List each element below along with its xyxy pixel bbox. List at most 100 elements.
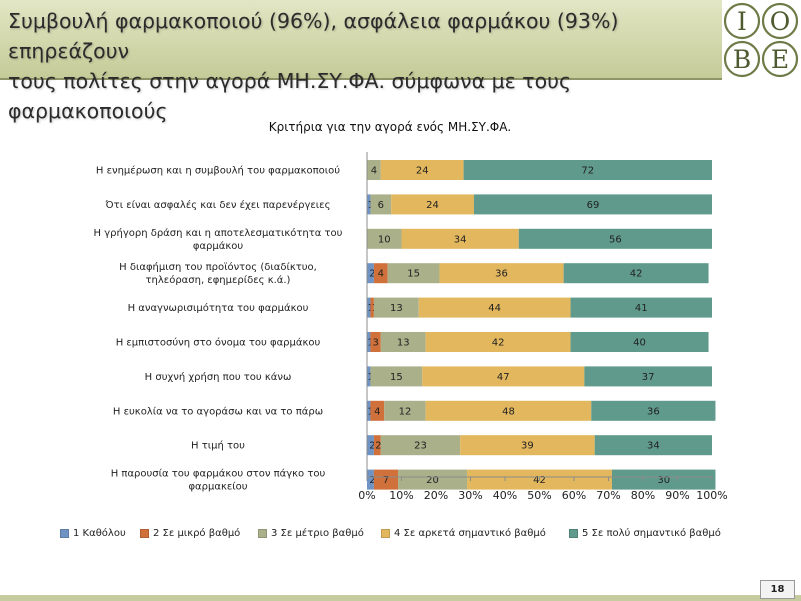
x-tick-label: 10% [389, 489, 413, 502]
data-label: 15 [390, 372, 403, 383]
legend-item: 4 Σε αρκετά σημαντικό βαθμό [381, 528, 546, 539]
bar-segment [370, 332, 381, 352]
bar-segment [373, 263, 388, 284]
category-label: Η διαφήμιση του προϊόντος (διαδίκτυο, τηλ… [119, 261, 317, 286]
chart-title: Κριτήρια για την αγορά ενός ΜΗ.ΣΥ.ΦΑ. [269, 120, 511, 134]
data-label: 72 [581, 166, 594, 177]
data-label: 42 [630, 269, 643, 280]
data-label: 2 [375, 441, 381, 452]
data-label: 34 [454, 234, 467, 245]
bar-segment [380, 332, 426, 352]
bar-segment [594, 435, 712, 456]
bar-segment [518, 228, 712, 249]
data-label: 24 [426, 200, 439, 211]
bar-segment [367, 332, 371, 352]
logo-ring [761, 40, 799, 78]
x-tick-label: 20% [424, 489, 448, 502]
bar-segment [370, 194, 392, 215]
bar-segment [370, 297, 374, 318]
bar-segment [439, 263, 564, 284]
data-label: 39 [521, 441, 534, 452]
x-tick-label: 80% [631, 489, 655, 502]
x-tick-label: 70% [596, 489, 620, 502]
data-label: 30 [657, 475, 670, 486]
chart-legend: 1 Καθόλου 2 Σε μικρό βαθμό 3 Σε μέτριο βαθ… [0, 528, 801, 544]
legend-swatch [381, 528, 390, 538]
bar-segment [373, 435, 381, 456]
bar-segment [384, 400, 426, 421]
logo-letter: Ι [737, 7, 747, 36]
category-label: Η ευκολία να το αγοράσω και να το πάρω [113, 405, 323, 417]
bar-segment [367, 263, 374, 284]
data-label: 12 [399, 406, 412, 417]
bar-segment [367, 469, 374, 490]
logo-letter: Ο [770, 7, 791, 36]
data-label: 40 [633, 338, 646, 349]
legend-item: 1 Καθόλου [60, 528, 126, 539]
data-label: 10 [378, 234, 391, 245]
data-label: 37 [642, 372, 655, 383]
bar-segment [367, 400, 371, 421]
bar-segment [380, 435, 461, 456]
data-label: 4 [371, 166, 377, 177]
bar-segment [367, 435, 374, 456]
bar-segment [380, 160, 464, 180]
data-label: 42 [492, 338, 505, 349]
data-label: 23 [414, 441, 427, 452]
data-label: 56 [609, 234, 622, 245]
data-label: 2 [369, 269, 375, 280]
slide-title-line-2: τους πολίτες στην αγορά ΜΗ.ΣΥ.ΦΑ. σύμφων… [8, 69, 572, 123]
category-label: Η αναγνωρισιμότητα του φαρμάκου [128, 302, 309, 314]
logo-letter: Ε [771, 45, 789, 74]
x-tick-label: 50% [527, 489, 551, 502]
data-label: 13 [397, 338, 410, 349]
bar-segment [591, 400, 716, 421]
bar-segment [473, 194, 712, 215]
slide-header: Συμβουλή φαρμακοποιού (96%), ασφάλεια φα… [0, 0, 722, 123]
bar-segment [370, 400, 385, 421]
bar-segment [584, 366, 712, 387]
data-label: 24 [416, 166, 429, 177]
legend-label: 4 Σε αρκετά σημαντικό βαθμό [394, 528, 546, 539]
x-tick-label: 100% [696, 489, 727, 502]
bar-segment [422, 366, 585, 387]
bar-segment [367, 366, 371, 387]
bar-segment [611, 469, 716, 490]
data-label: 2 [369, 475, 375, 486]
data-label: 48 [502, 406, 515, 417]
category-label: Η τιμή του [191, 440, 245, 452]
data-label: 34 [647, 441, 660, 452]
bar-segment [367, 160, 381, 180]
data-label: 7 [383, 475, 389, 486]
logo-letter: Β [733, 45, 751, 74]
bar-segment [401, 228, 519, 249]
x-tick-label: 40% [493, 489, 517, 502]
data-label: 36 [647, 406, 660, 417]
category-label: Ότι είναι ασφαλές και δεν έχει παρενέργε… [105, 199, 331, 211]
bar-segment [398, 469, 468, 490]
legend-item: 2 Σε μικρό βαθμό [140, 528, 240, 539]
legend-swatch [60, 528, 69, 538]
data-label: 20 [426, 475, 439, 486]
bar-segment [373, 297, 419, 318]
logo-ring [723, 2, 761, 40]
category-label: Η συχνή χρήση που του κάνω [145, 371, 292, 383]
footer-rule [0, 595, 801, 601]
legend-swatch [140, 528, 149, 538]
category-label: Η εμπιστοσύνη στο όνομα του φαρμάκου [116, 337, 321, 349]
data-label: 47 [497, 372, 510, 383]
x-tick-label: 30% [458, 489, 482, 502]
legend-label: 1 Καθόλου [73, 528, 126, 539]
bar-segment [391, 194, 474, 215]
bar-segment [570, 297, 712, 318]
bar-segment [367, 228, 402, 249]
x-tick-label: 90% [665, 489, 689, 502]
bar-segment [373, 469, 399, 490]
legend-swatch [569, 528, 578, 538]
category-label: Η ενημέρωση και η συμβουλή του φαρμακοπο… [96, 165, 340, 177]
category-label: Η γρήγορη δράση και η αποτελεσματικότητα… [94, 227, 343, 252]
logo-ring [723, 40, 761, 78]
legend-swatch [258, 528, 267, 538]
